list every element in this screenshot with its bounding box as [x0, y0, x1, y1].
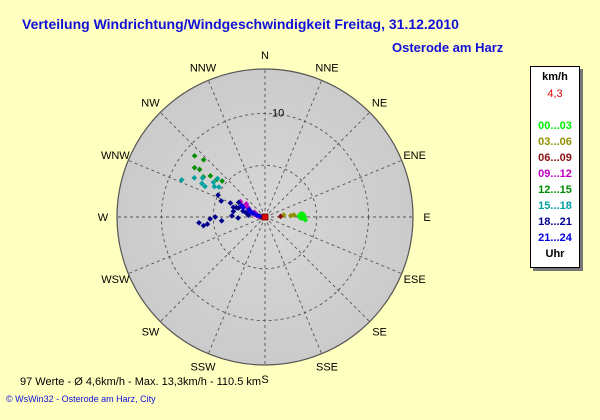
station-location: Osterode am Harz [392, 40, 504, 55]
data-point [218, 198, 225, 204]
legend-item: 21...24 [538, 232, 572, 244]
data-point [196, 219, 202, 226]
direction-label-wsw: WSW [101, 274, 130, 286]
data-point [200, 156, 207, 163]
direction-label-sw: SW [142, 327, 160, 339]
direction-label-ssw: SSW [190, 362, 216, 374]
direction-label-s: S [261, 374, 268, 386]
data-point [211, 183, 218, 190]
direction-label-sse: SSE [316, 362, 338, 374]
data-point [243, 201, 250, 207]
data-point [191, 153, 198, 159]
spoke-sw [160, 216, 266, 322]
direction-label-e: E [423, 212, 430, 224]
data-point [230, 208, 237, 215]
direction-label-ne: NE [372, 97, 387, 109]
legend-item: 18...21 [538, 216, 572, 228]
legend-item: 12...15 [538, 184, 572, 196]
spoke-sse [264, 216, 323, 354]
data-point [207, 216, 213, 222]
legend-unit: km/h [542, 71, 568, 83]
data-point [214, 175, 221, 182]
direction-label-nw: NW [141, 97, 160, 109]
data-point [207, 173, 214, 179]
data-point [178, 177, 185, 183]
direction-label-nnw: NNW [190, 62, 217, 74]
legend-item: 15...18 [538, 200, 572, 212]
spoke-nnw [207, 80, 266, 218]
legend-item: 03...06 [538, 136, 572, 148]
data-point [245, 212, 252, 219]
chart-title: Verteilung Windrichtung/Windgeschwindigk… [22, 16, 459, 32]
legend: km/h 4,3 00...03 03...06 06...09 09...12… [530, 66, 580, 268]
data-point [238, 202, 245, 209]
data-point [277, 213, 284, 220]
spoke-nne [264, 80, 323, 218]
current-wind-marker [261, 213, 269, 221]
direction-label-nne: NNE [315, 62, 338, 74]
spoke-ene [264, 159, 402, 218]
data-point [196, 166, 203, 173]
direction-label-ese: ESE [404, 274, 426, 286]
data-point [199, 180, 205, 187]
spoke-ssw [207, 216, 266, 354]
spoke-ese [264, 216, 402, 275]
data-point [235, 199, 242, 206]
data-point [297, 214, 304, 221]
direction-label-n: N [261, 50, 269, 62]
legend-item: 00...03 [538, 120, 572, 132]
legend-item: 06...09 [538, 152, 572, 164]
data-point [204, 221, 211, 227]
data-point [191, 164, 198, 171]
data-point [202, 183, 208, 190]
spoke-se [264, 216, 370, 322]
data-point [233, 204, 240, 211]
spoke-nw [160, 112, 266, 218]
data-point [215, 192, 221, 198]
data-point [191, 174, 198, 181]
spoke-ne [264, 112, 370, 218]
data-point [212, 214, 219, 220]
radial-tick-label: 10 [272, 107, 284, 119]
data-point [218, 217, 225, 224]
direction-label-w: W [98, 212, 109, 224]
stats-line: 97 Werte - Ø 4,6km/h - Max. 13,3km/h - 1… [20, 376, 262, 388]
legend-current-speed: 4,3 [547, 88, 563, 100]
data-point [227, 200, 234, 206]
data-point [291, 212, 297, 218]
legend-footer: Uhr [545, 248, 565, 260]
data-point [250, 210, 257, 216]
data-point [199, 175, 206, 181]
data-point [216, 184, 222, 190]
data-point [235, 215, 241, 221]
direction-label-ene: ENE [403, 150, 426, 162]
data-point [302, 216, 309, 223]
data-point [219, 178, 225, 184]
data-point [300, 211, 307, 218]
spoke-wsw [128, 216, 266, 275]
data-point [210, 179, 217, 186]
direction-label-se: SE [372, 327, 387, 339]
direction-label-wnw: WNW [101, 150, 130, 162]
footer-credit: © WsWin32 - Osterode am Harz, City [6, 394, 156, 404]
legend-item: 09...12 [538, 168, 572, 180]
data-point [229, 213, 235, 219]
